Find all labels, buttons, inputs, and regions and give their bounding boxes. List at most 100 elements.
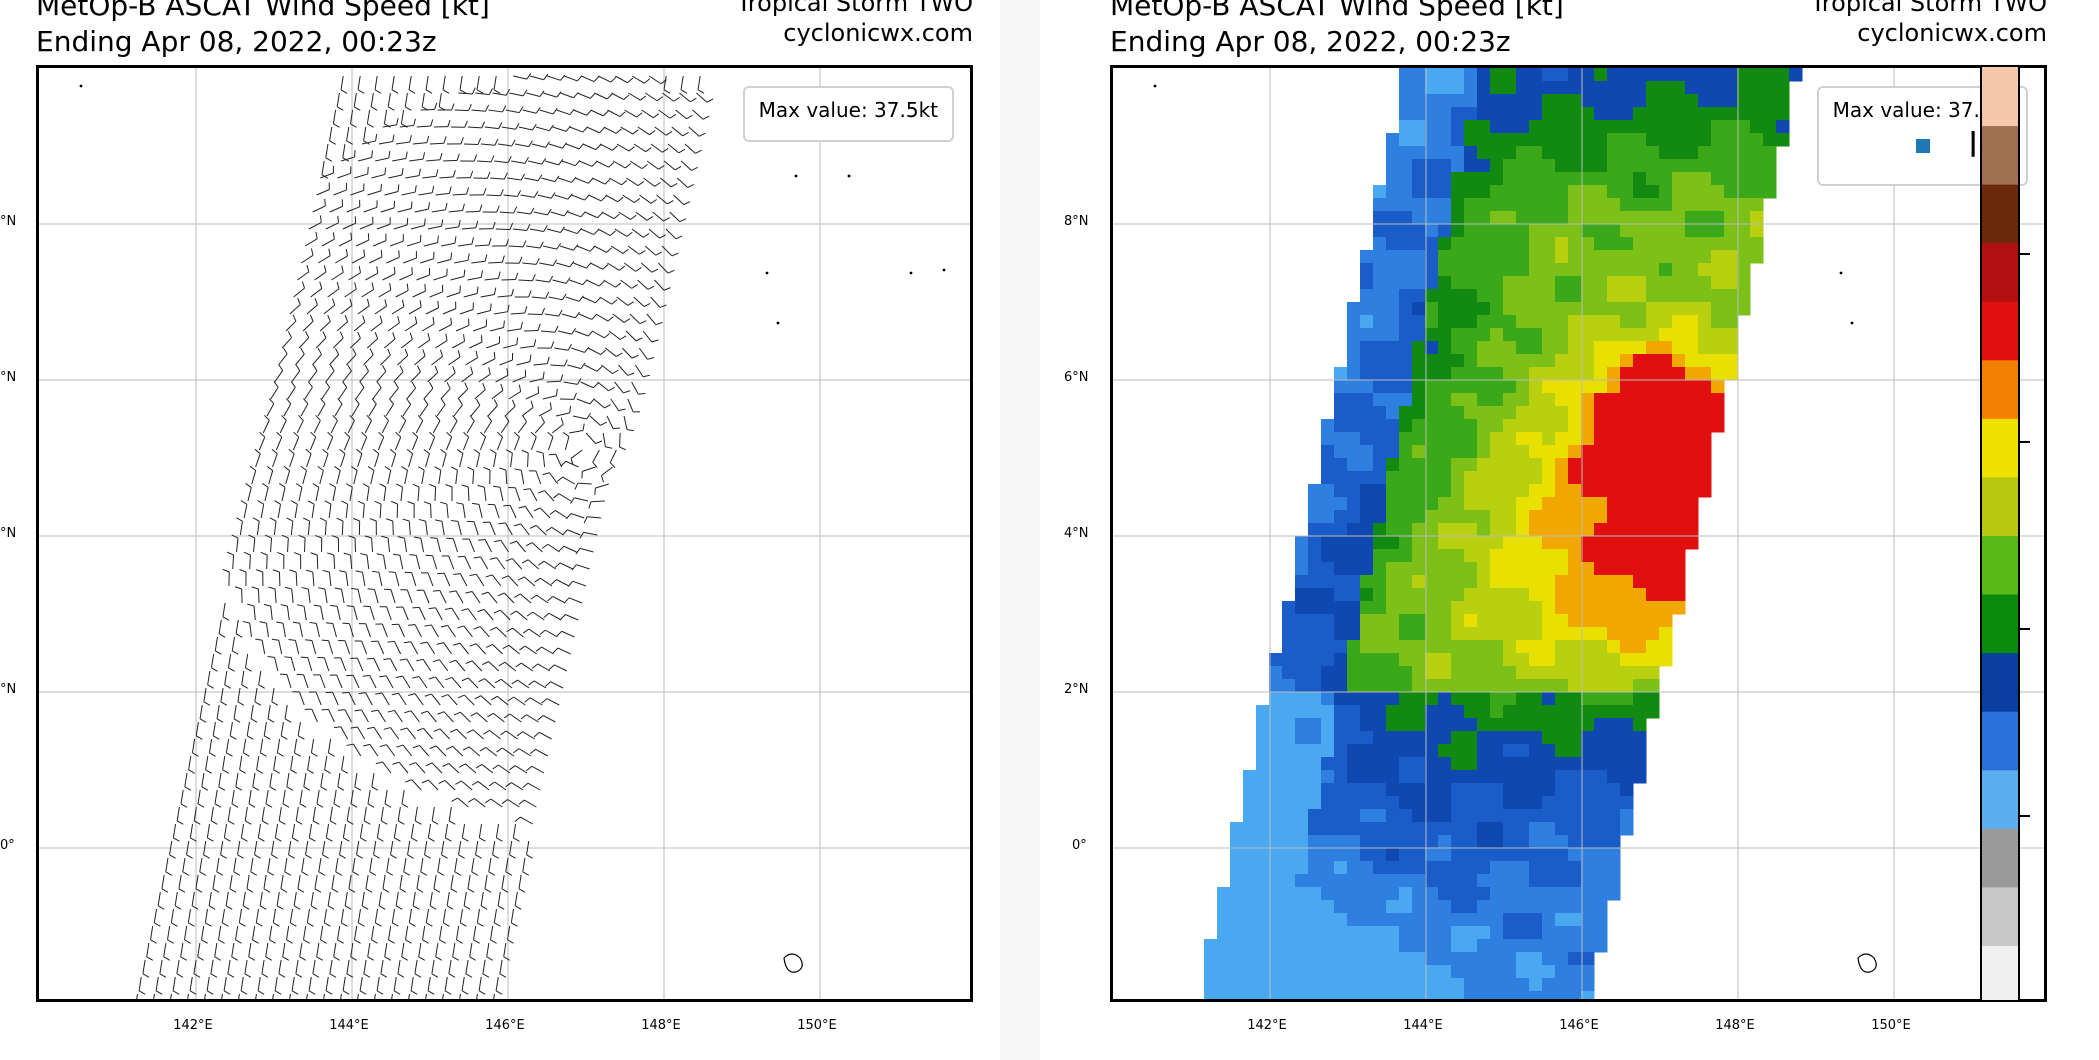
wind-barb (337, 709, 352, 723)
barb-shaft (267, 704, 271, 719)
barb-shaft (463, 143, 478, 146)
speed-cell (1490, 588, 1504, 602)
wind-barb (420, 251, 435, 264)
barb-shaft (428, 436, 436, 451)
wind-barb (412, 135, 430, 145)
barb-flag (209, 752, 216, 757)
wind-barb (298, 331, 310, 349)
wind-barb (235, 619, 243, 638)
speed-cell (1711, 107, 1725, 121)
barb-shaft (696, 92, 708, 103)
speed-cell (1464, 328, 1478, 342)
wind-barb (281, 331, 292, 349)
island-dot (847, 174, 851, 178)
barb-shaft (297, 721, 301, 736)
wind-barb (606, 415, 621, 430)
wind-barb (384, 184, 400, 196)
wind-barb (231, 789, 239, 808)
barb-shaft (318, 857, 322, 872)
barb-shaft (516, 610, 528, 621)
barb-flag (493, 609, 501, 614)
speed-cell (1685, 81, 1699, 95)
wind-barb (478, 367, 491, 383)
wind-barb (342, 823, 350, 842)
wind-barb (187, 993, 189, 999)
wind-barb (506, 627, 524, 638)
barb-shaft (391, 306, 405, 315)
barb-flag (576, 227, 583, 234)
barb-flag (396, 483, 403, 488)
barb-shaft (376, 223, 391, 230)
speed-cell (1334, 445, 1348, 459)
barb-shaft (446, 504, 449, 519)
wind-barb (391, 993, 393, 999)
barb-flag (366, 298, 370, 306)
barb-shaft (365, 623, 371, 638)
barb-flag (522, 782, 529, 788)
barb-shaft (499, 609, 511, 621)
speed-cell (1308, 536, 1322, 550)
barb-flag (318, 587, 326, 590)
speed-cell (1425, 393, 1439, 407)
barb-flag (409, 922, 416, 927)
wind-barb (421, 92, 429, 111)
wind-barb (465, 590, 481, 604)
barb-shaft (414, 959, 418, 974)
speed-cell (1503, 367, 1517, 381)
speed-cell (1412, 510, 1426, 524)
barb-flag (553, 493, 560, 499)
wind-barb (153, 993, 155, 999)
barb-shaft (621, 347, 633, 359)
barb-shaft (444, 823, 449, 838)
barb-shaft (374, 453, 380, 468)
wind-barb (163, 942, 171, 961)
barb-shaft (557, 330, 572, 335)
wind-barb (195, 874, 203, 893)
wind-barb (420, 710, 437, 723)
speed-cell (1672, 185, 1686, 199)
speed-cell (1477, 484, 1491, 498)
wind-barb (503, 942, 511, 961)
barb-flag (626, 429, 635, 432)
barb-shaft (603, 279, 616, 288)
speed-cell (1594, 146, 1608, 160)
speed-cell (1594, 94, 1608, 108)
wind-barb (426, 152, 443, 162)
barb-flag (563, 209, 569, 217)
speed-cell (1711, 68, 1725, 82)
speed-cell (1750, 250, 1764, 264)
barb-flag (297, 888, 305, 893)
wind-barb (446, 137, 464, 145)
barb-flag (428, 676, 436, 680)
speed-cell (1568, 536, 1582, 550)
barb-flag (560, 614, 566, 620)
barb-flag (576, 75, 583, 82)
wind-barb (408, 624, 422, 638)
wind-barb (532, 663, 551, 672)
barb-flag (613, 427, 621, 430)
speed-cell (1633, 302, 1647, 316)
speed-cell (1633, 172, 1647, 186)
barb-flag (558, 545, 565, 552)
barb-shaft (285, 470, 291, 485)
barb-flag (462, 203, 465, 211)
wind-barb (278, 347, 288, 366)
speed-cell (1620, 458, 1634, 472)
wind-barb (603, 126, 622, 134)
barb-shaft (657, 262, 669, 274)
speed-cell (1451, 185, 1465, 199)
wind-barb (352, 857, 360, 876)
barb-shaft (641, 109, 654, 119)
barb-flag (478, 678, 485, 683)
speed-cell (1529, 211, 1543, 225)
barb-shaft (532, 611, 545, 621)
barb-shaft (614, 228, 628, 237)
barb-shaft (287, 537, 289, 553)
barb-shaft (465, 357, 478, 366)
barb-shaft (494, 781, 507, 791)
wind-barb (404, 571, 417, 587)
wind-barb (327, 281, 340, 298)
barb-shaft (174, 891, 178, 906)
wind-barb (522, 257, 540, 265)
wind-barb (349, 331, 361, 349)
